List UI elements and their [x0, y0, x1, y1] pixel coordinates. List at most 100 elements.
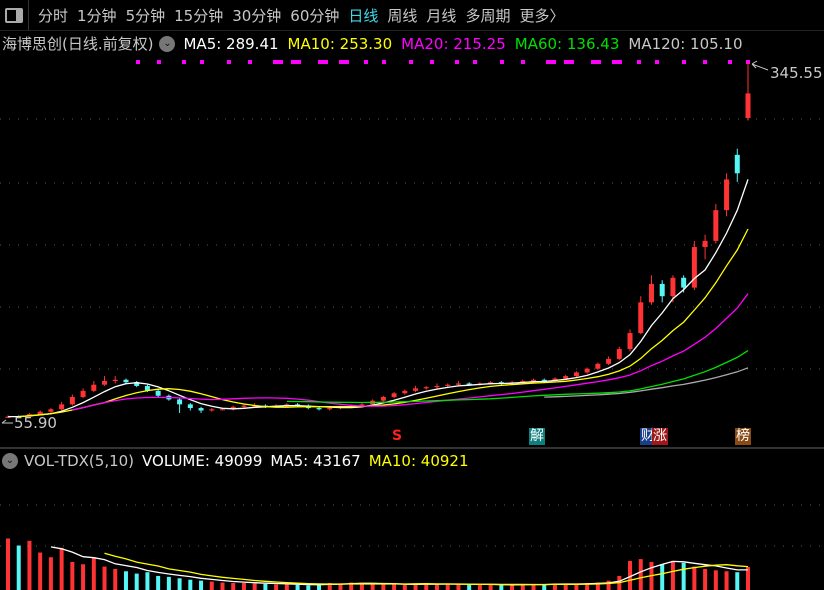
- ma5-value: MA5: 289.41: [183, 34, 279, 53]
- volume-bar: [413, 583, 418, 590]
- candle-body: [391, 393, 397, 397]
- top-marker-dash: [546, 60, 556, 64]
- top-marker-dash: [339, 60, 349, 64]
- volume-bar: [252, 583, 257, 590]
- candle-body: [455, 383, 461, 385]
- volume-bar: [231, 582, 236, 590]
- volume-bar: [381, 584, 386, 590]
- chevron-down-icon[interactable]: ⌄: [159, 35, 176, 52]
- stock-title: 海博思创(日线.前复权): [2, 35, 154, 53]
- volume-ma10-line: [104, 552, 749, 586]
- top-marker-dash: [612, 60, 622, 64]
- volume-bar: [670, 560, 675, 590]
- high-arrow-icon: [751, 60, 769, 71]
- period-tabs: 分时 1分钟 5分钟 15分钟 30分钟 60分钟 日线 周线 月线 多周期 更多〉: [29, 5, 564, 26]
- candle-body: [445, 384, 451, 386]
- volume-bar: [48, 557, 53, 590]
- candle-body: [380, 396, 386, 401]
- top-marker-dash: [157, 60, 161, 64]
- candle-body: [219, 409, 225, 411]
- tab-5[interactable]: 60分钟: [290, 6, 340, 25]
- volume-bar: [531, 583, 536, 590]
- volume-bar: [692, 566, 697, 590]
- candle-body: [91, 384, 97, 391]
- event-marker-1[interactable]: 解: [529, 428, 545, 445]
- ma10-value: MA10: 253.30: [287, 34, 393, 53]
- candle-body: [112, 379, 118, 382]
- volume-bar: [113, 568, 118, 590]
- tab-3[interactable]: 15分钟: [174, 6, 224, 25]
- ma20-line: [72, 293, 749, 411]
- volume-bar: [123, 571, 128, 590]
- volume-bar: [499, 585, 504, 590]
- top-marker-dash: [136, 60, 140, 64]
- candle-body: [466, 383, 472, 385]
- candle-body: [606, 358, 612, 364]
- volume-bar: [6, 538, 10, 590]
- top-marker-dash: [291, 60, 301, 64]
- candle-body: [681, 277, 687, 288]
- volume-bar: [38, 552, 43, 590]
- top-marker-dash: [655, 60, 659, 64]
- volume-bar: [746, 567, 750, 590]
- tab-2[interactable]: 5分钟: [125, 6, 166, 25]
- volume-bar: [424, 583, 429, 590]
- candle-body: [123, 379, 129, 383]
- panel-toggle-button[interactable]: [0, 0, 29, 30]
- candle-body: [241, 405, 247, 407]
- volume-bar: [735, 572, 740, 590]
- tab-0[interactable]: 分时: [38, 6, 69, 25]
- event-marker-4[interactable]: 榜: [735, 428, 751, 445]
- tab-9[interactable]: 多周期: [465, 6, 511, 25]
- volume-bar: [595, 582, 600, 590]
- tab-7[interactable]: 周线: [387, 6, 418, 25]
- tab-8[interactable]: 月线: [426, 6, 457, 25]
- ma120-value: MA120: 105.10: [628, 34, 743, 53]
- volume-bar: [713, 570, 718, 590]
- candle-body: [531, 379, 537, 382]
- candle-body: [627, 333, 633, 350]
- candle-body: [155, 390, 161, 396]
- top-marker-dash: [564, 60, 574, 64]
- top-marker-dash: [591, 60, 601, 64]
- top-marker-dash: [682, 60, 686, 64]
- event-marker-0[interactable]: S: [392, 428, 403, 444]
- top-marker-dash: [430, 60, 434, 64]
- price-legend: 海博思创(日线.前复权) ⌄ MA5: 289.41 MA10: 253.30 …: [2, 33, 752, 54]
- volume-bar: [445, 583, 450, 590]
- candle-body: [316, 408, 322, 410]
- volume-bar: [681, 562, 686, 590]
- candle-body: [134, 382, 140, 386]
- tab-6[interactable]: 日线: [348, 6, 379, 25]
- volume-bar: [370, 583, 375, 590]
- volume-bar: [488, 584, 493, 590]
- volume-bar: [263, 583, 268, 590]
- chevron-down-icon[interactable]: ⌄: [2, 453, 18, 469]
- volume-bar: [188, 579, 193, 590]
- candle-body: [80, 390, 86, 397]
- event-marker-3[interactable]: 涨: [652, 428, 668, 445]
- low-arrow-icon: [1, 419, 13, 424]
- tab-4[interactable]: 30分钟: [232, 6, 282, 25]
- top-marker-dash: [227, 60, 231, 64]
- candle-body: [745, 93, 751, 118]
- volume-bar: [402, 584, 407, 590]
- top-marker-dash: [500, 60, 504, 64]
- volume-bar: [199, 580, 204, 590]
- top-marker-dash: [318, 60, 328, 64]
- volume-bar: [434, 584, 439, 590]
- tab-10[interactable]: 更多〉: [519, 6, 565, 25]
- tab-1[interactable]: 1分钟: [77, 6, 117, 25]
- candle-body: [413, 388, 419, 391]
- candle-body: [488, 382, 494, 384]
- volume-ma10-value: MA10: 40921: [368, 452, 469, 470]
- candle-body: [724, 179, 730, 211]
- ma20-value: MA20: 215.25: [401, 34, 506, 53]
- ma5-line: [8, 179, 749, 418]
- candle-body: [37, 411, 43, 415]
- ma60-value: MA60: 136.43: [514, 34, 620, 53]
- volume-bar: [477, 584, 482, 590]
- top-marker-dash: [182, 60, 186, 64]
- top-marker-dash: [473, 60, 477, 64]
